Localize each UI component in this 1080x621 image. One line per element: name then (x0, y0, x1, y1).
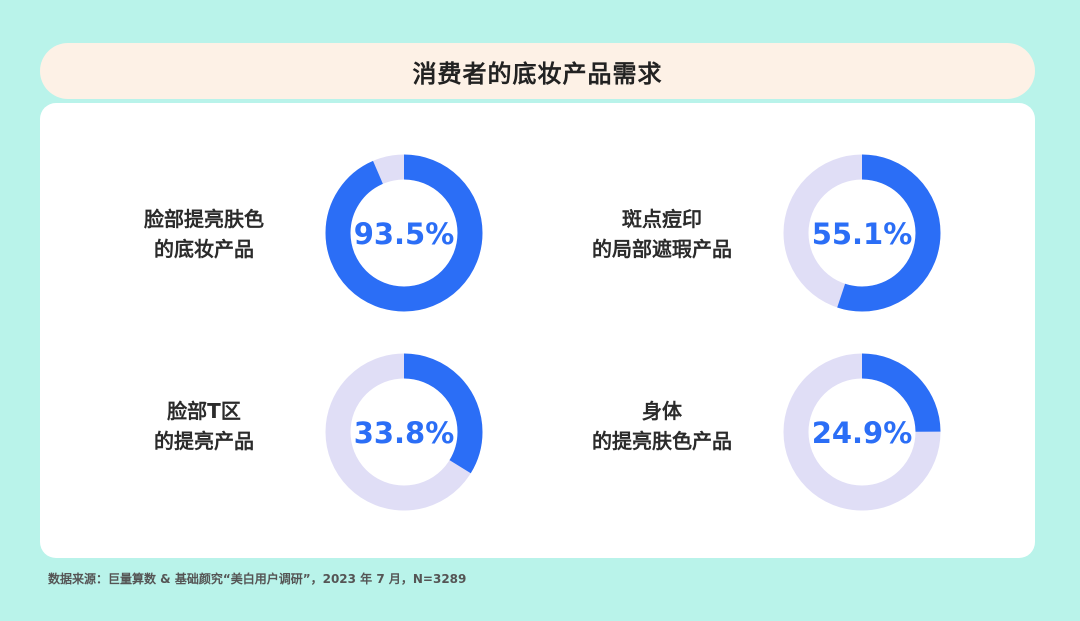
source-note: 数据来源：巨量算数 & 基础颜究“美白用户调研”，2023 年 7 月，N=32… (48, 572, 467, 586)
donut-4-value-arc (783, 353, 941, 511)
donut-3-value-label: 33.8% (354, 416, 455, 450)
donut-label-3-line-1: 脸部T区 (167, 399, 241, 423)
donut-label-3: 脸部T区 的提亮产品 (84, 396, 324, 456)
donut-label-4-line-1: 身体 (642, 399, 682, 423)
donut-3-value-arc (325, 353, 483, 511)
donut-2-value-label: 55.1% (812, 217, 913, 251)
title-bar: 消费者的底妆产品需求 (40, 43, 1035, 99)
donut-3: 33.8% (325, 353, 483, 511)
donut-label-1-line-2: 的底妆产品 (154, 237, 254, 261)
donut-label-1: 脸部提亮肤色 的底妆产品 (84, 204, 324, 264)
donut-label-2-line-1: 斑点痘印 (622, 207, 702, 231)
donut-label-1-line-1: 脸部提亮肤色 (144, 207, 264, 231)
donut-label-3-line-2: 的提亮产品 (154, 429, 254, 453)
donut-label-4-line-2: 的提亮肤色产品 (592, 429, 732, 453)
donut-label-2: 斑点痘印 的局部遮瑕产品 (542, 204, 782, 264)
donut-1-value-label: 93.5% (354, 217, 455, 251)
donut-2-value-arc (783, 154, 941, 312)
donut-4: 24.9% (783, 353, 941, 511)
donut-1-value-arc (325, 154, 483, 312)
donut-label-2-line-2: 的局部遮瑕产品 (592, 237, 732, 261)
donut-2: 55.1% (783, 154, 941, 312)
donut-4-value-label: 24.9% (812, 416, 913, 450)
donut-1: 93.5% (325, 154, 483, 312)
chart-title: 消费者的底妆产品需求 (412, 59, 663, 88)
donut-label-4: 身体 的提亮肤色产品 (542, 396, 782, 456)
